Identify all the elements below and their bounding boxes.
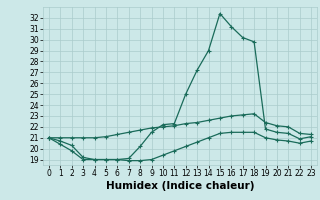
X-axis label: Humidex (Indice chaleur): Humidex (Indice chaleur) <box>106 181 254 191</box>
